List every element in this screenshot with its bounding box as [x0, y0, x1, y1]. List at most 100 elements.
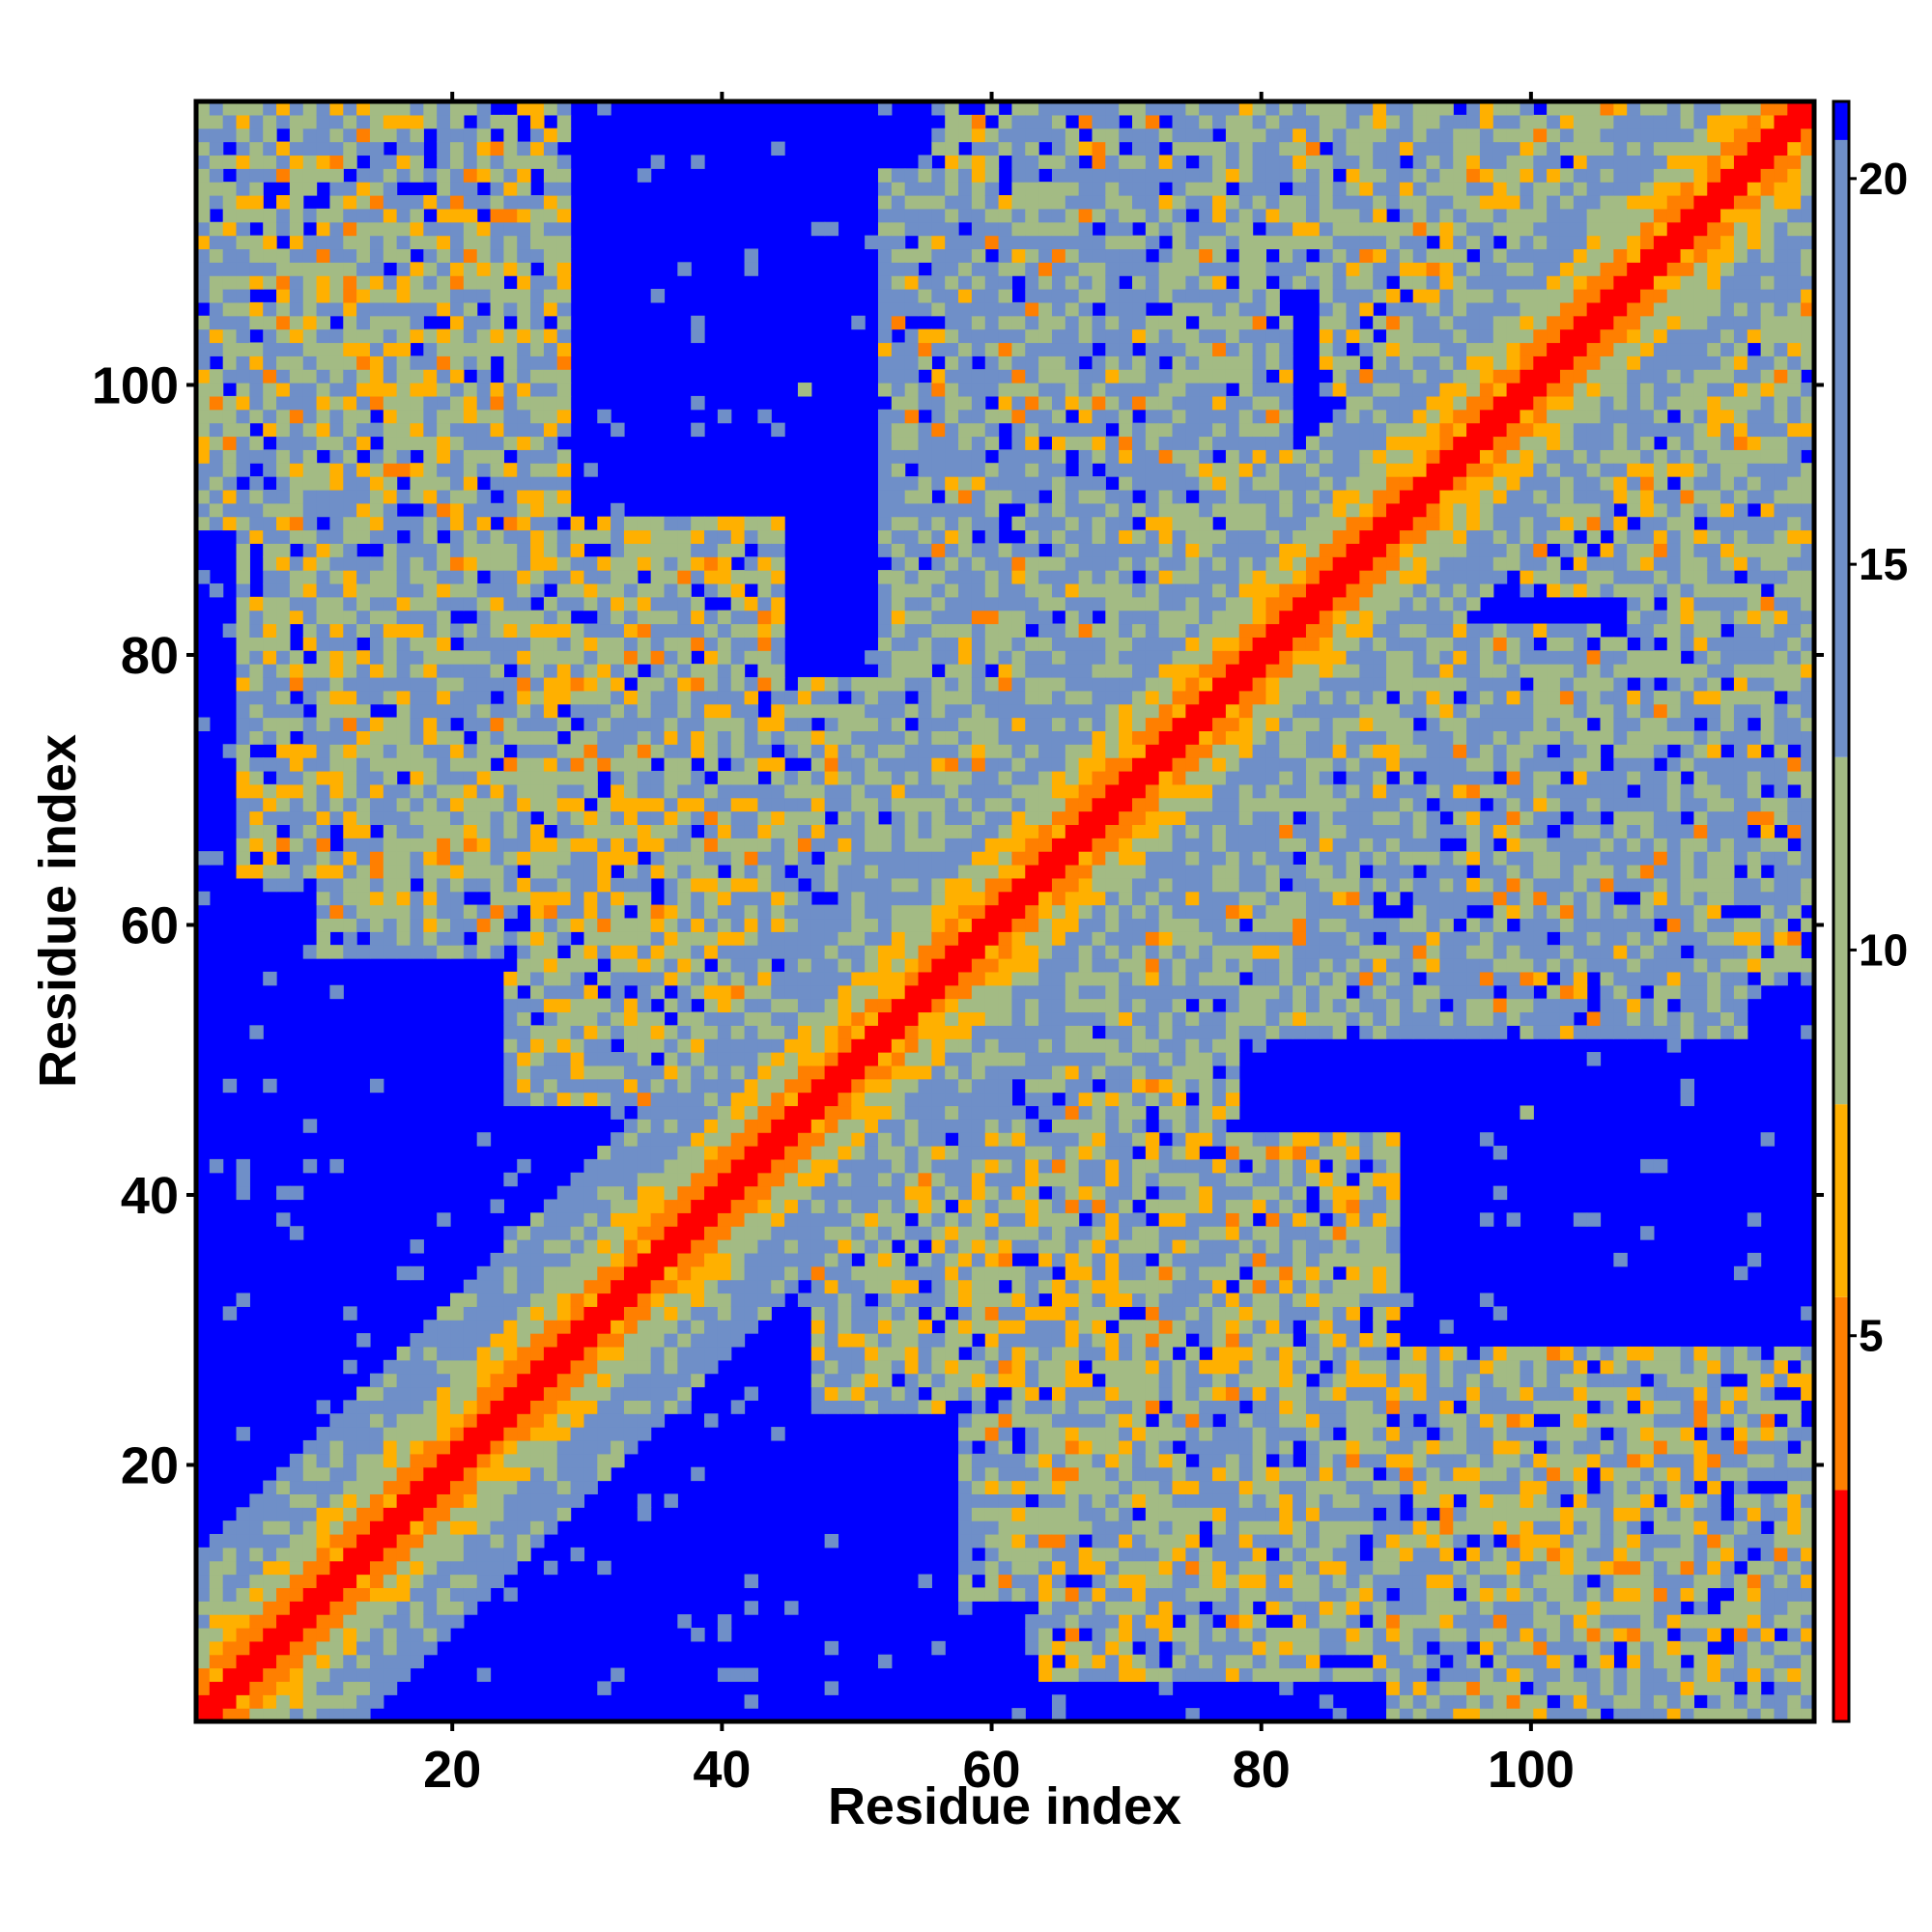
heatmap-cell	[650, 1252, 666, 1267]
heatmap-cell	[677, 1346, 692, 1361]
heatmap-cell	[517, 195, 531, 210]
heatmap-cell	[730, 1239, 746, 1254]
heatmap-cell	[958, 998, 973, 1013]
heatmap-cell	[918, 395, 932, 411]
heatmap-cell	[289, 383, 304, 397]
heatmap-cell	[222, 744, 238, 758]
heatmap-cell	[611, 703, 625, 719]
heatmap-cell	[556, 1011, 572, 1026]
heatmap-cell	[476, 168, 492, 183]
heatmap-cell	[316, 208, 331, 223]
heatmap-cell	[998, 221, 1013, 237]
heatmap-cell	[877, 1333, 893, 1348]
heatmap-cell	[771, 570, 785, 584]
heatmap-cell	[343, 797, 357, 812]
heatmap-cell	[958, 1587, 973, 1602]
heatmap-cell	[611, 664, 625, 678]
heatmap-cell	[744, 1212, 758, 1227]
heatmap-cell	[302, 1574, 318, 1589]
heatmap-cell	[677, 1052, 692, 1066]
heatmap-cell	[810, 1320, 826, 1334]
heatmap-cell	[437, 810, 451, 826]
heatmap-cell	[490, 783, 504, 799]
heatmap-cell	[316, 168, 331, 183]
heatmap-cell	[623, 1025, 639, 1039]
heatmap-cell	[1025, 1547, 1039, 1562]
heatmap-cell	[437, 1333, 451, 1348]
heatmap-cell	[222, 502, 238, 518]
heatmap-cell	[677, 1025, 692, 1039]
heatmap-cell	[517, 556, 531, 571]
heatmap-cell	[877, 1400, 893, 1414]
heatmap-cell	[998, 838, 1013, 852]
heatmap-cell	[503, 463, 518, 477]
heatmap-cell	[838, 1078, 852, 1094]
heatmap-cell	[503, 998, 518, 1013]
heatmap-cell	[302, 730, 318, 745]
heatmap-cell	[517, 971, 531, 986]
heatmap-cell	[704, 570, 719, 584]
heatmap-cell	[316, 262, 331, 276]
heatmap-cell	[824, 1011, 839, 1026]
heatmap-cell	[797, 676, 812, 692]
heatmap-cell	[343, 128, 357, 143]
heatmap-cell	[931, 851, 946, 866]
heatmap-cell	[570, 650, 585, 665]
heatmap-cell	[851, 810, 866, 826]
heatmap-cell	[824, 1065, 839, 1080]
heatmap-cell	[329, 730, 344, 745]
heatmap-cell	[891, 877, 906, 893]
heatmap-cell	[343, 864, 357, 879]
heatmap-cell	[383, 1427, 398, 1441]
heatmap-cell	[503, 824, 518, 838]
heatmap-cell	[931, 409, 946, 424]
heatmap-cell	[249, 355, 264, 370]
heatmap-cell	[877, 436, 893, 450]
heatmap-cell	[583, 1400, 598, 1414]
heatmap-cell	[757, 810, 772, 826]
heatmap-cell	[891, 409, 906, 424]
heatmap-cell	[637, 1011, 652, 1026]
heatmap-cell	[236, 463, 250, 477]
heatmap-cell	[891, 1333, 906, 1348]
heatmap-cell	[517, 1373, 531, 1388]
heatmap-cell	[1011, 770, 1026, 785]
heatmap-cell	[1025, 556, 1039, 571]
heatmap-cell	[276, 1493, 291, 1508]
heatmap-cell	[677, 543, 692, 557]
heatmap-cell	[369, 650, 384, 665]
heatmap-cell	[343, 838, 357, 852]
heatmap-cell	[530, 489, 545, 504]
heatmap-cell	[904, 1172, 920, 1187]
heatmap-cell	[971, 141, 986, 156]
heatmap-cell	[971, 717, 986, 731]
heatmap-cell	[650, 543, 666, 557]
heatmap-cell	[236, 1667, 250, 1683]
heatmap-cell	[316, 945, 331, 959]
heatmap-cell	[998, 676, 1013, 692]
heatmap-cell	[1051, 1439, 1066, 1455]
heatmap-cell	[450, 623, 465, 638]
heatmap-cell	[450, 1560, 465, 1576]
heatmap-cell	[490, 168, 504, 183]
heatmap-cell	[1038, 516, 1053, 531]
heatmap-cell	[971, 770, 986, 785]
heatmap-cell	[771, 1132, 785, 1147]
heatmap-cell	[289, 1681, 304, 1695]
heatmap-cell	[918, 610, 932, 625]
heatmap-cell	[904, 610, 920, 625]
heatmap-cell	[664, 664, 678, 678]
heatmap-cell	[316, 128, 331, 143]
heatmap-cell	[984, 221, 1000, 237]
heatmap-cell	[810, 1185, 826, 1201]
heatmap-cell	[463, 182, 478, 196]
heatmap-cell	[704, 690, 719, 705]
heatmap-cell	[984, 436, 1000, 450]
heatmap-cell	[637, 168, 652, 183]
heatmap-cell	[517, 797, 531, 812]
heatmap-cell	[302, 676, 318, 692]
heatmap-cell	[757, 610, 772, 625]
heatmap-cell	[236, 556, 250, 571]
heatmap-cell	[530, 275, 545, 290]
heatmap-cell	[650, 703, 666, 719]
